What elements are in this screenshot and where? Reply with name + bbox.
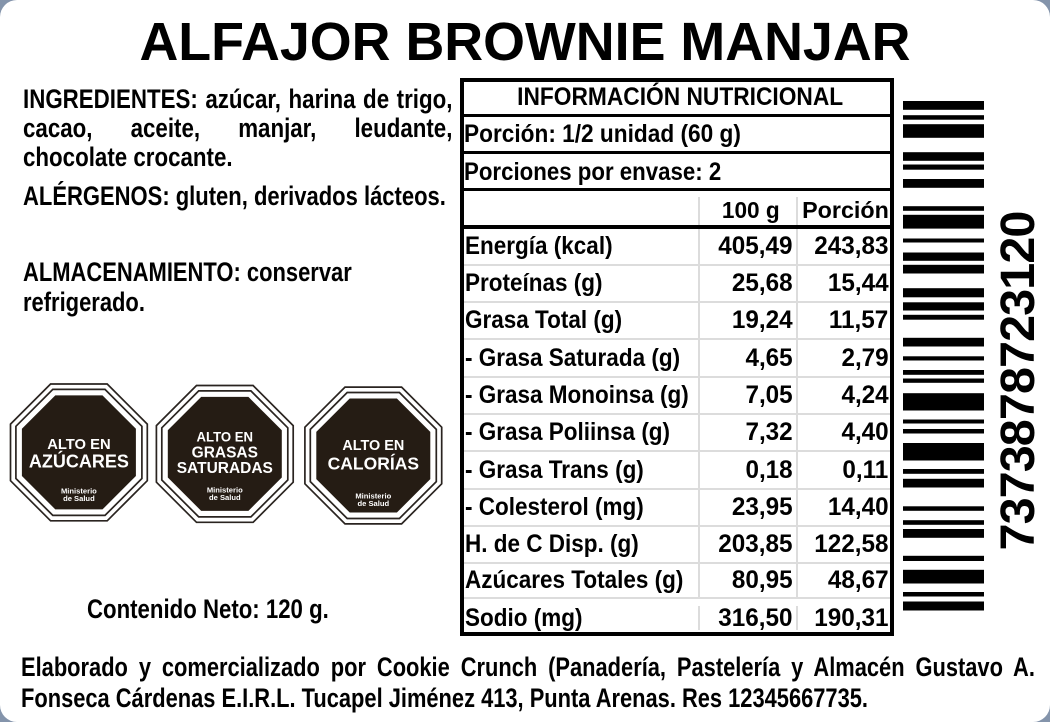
svg-text:ALTO EN: ALTO EN: [47, 437, 110, 453]
svg-text:de Salud: de Salud: [209, 493, 241, 502]
svg-text:Ministerio: Ministerio: [355, 492, 391, 501]
svg-text:ALTO EN: ALTO EN: [197, 429, 254, 444]
svg-text:AZÚCARES: AZÚCARES: [29, 451, 129, 472]
svg-text:SATURADAS: SATURADAS: [177, 460, 273, 477]
svg-text:Ministerio: Ministerio: [61, 487, 97, 496]
svg-text:GRASAS: GRASAS: [192, 444, 258, 461]
svg-text:Ministerio: Ministerio: [207, 486, 243, 495]
svg-text:de Salud: de Salud: [63, 494, 95, 503]
svg-text:CALORÍAS: CALORÍAS: [328, 452, 419, 473]
svg-text:ALTO EN: ALTO EN: [342, 438, 404, 454]
svg-text:de Salud: de Salud: [357, 499, 389, 508]
